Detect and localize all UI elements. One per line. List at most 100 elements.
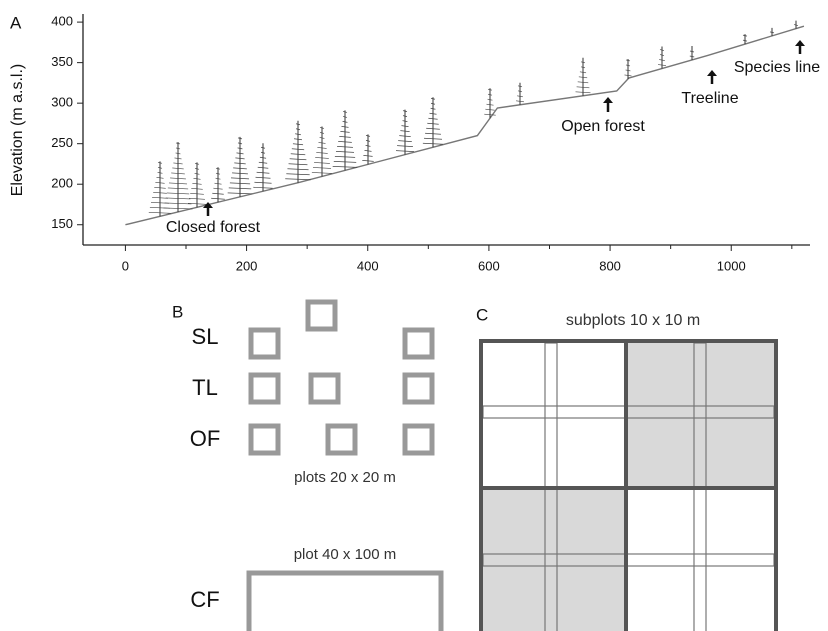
- tree-branch: [488, 94, 492, 95]
- tree-branch: [176, 143, 180, 144]
- tree-branch: [285, 179, 311, 180]
- tree-branch: [211, 198, 225, 199]
- tree-branch: [428, 118, 437, 119]
- tree-branch: [176, 148, 180, 149]
- tree-branch: [396, 151, 414, 152]
- panel-label: A: [10, 13, 22, 32]
- row-label: CF: [190, 587, 219, 612]
- tree-branch: [366, 140, 370, 141]
- tree-branch: [236, 153, 243, 154]
- x-tick-label: 0: [122, 258, 129, 273]
- annotation: Closed forest: [166, 219, 261, 236]
- tree-branch: [770, 32, 774, 33]
- tree-branch: [163, 208, 192, 209]
- tree-branch: [581, 67, 585, 68]
- y-tick-label: 150: [51, 216, 73, 231]
- tree-branch: [231, 178, 249, 179]
- tree-branch: [363, 155, 372, 156]
- tree-branch: [293, 144, 303, 145]
- tree-branch: [426, 128, 440, 129]
- tree-branch: [429, 113, 436, 114]
- tree-branch: [320, 132, 324, 133]
- row-label: TL: [192, 375, 218, 400]
- tree-branch: [743, 40, 747, 41]
- tree-branch: [213, 188, 222, 189]
- tree-branch: [580, 72, 586, 73]
- plot: [251, 426, 278, 453]
- y-tick-label: 400: [51, 14, 73, 29]
- x-tick-label: 800: [599, 258, 621, 273]
- tree-branch: [296, 124, 300, 125]
- x-tick-label: 1000: [717, 258, 746, 273]
- tree-branch: [193, 178, 200, 179]
- tree-branch: [366, 135, 370, 136]
- tree-branch: [518, 86, 522, 87]
- caption: plot 40 x 100 m: [294, 546, 397, 563]
- tree-branch: [195, 168, 199, 169]
- tree-branch: [291, 154, 306, 155]
- tree-branch: [398, 141, 412, 142]
- tree-branch: [168, 188, 188, 189]
- tree-branch: [315, 157, 329, 158]
- tree-branch: [166, 198, 191, 199]
- tree-branch: [234, 163, 245, 164]
- tree-branch: [260, 157, 266, 158]
- annotation: Treeline: [681, 90, 738, 107]
- big-plot: [249, 573, 441, 631]
- tree-branch: [425, 133, 441, 134]
- tree-branch: [403, 121, 408, 122]
- tree-branch: [294, 139, 302, 140]
- tree-branch: [516, 101, 524, 102]
- tree-branch: [172, 168, 183, 169]
- shaded-subplot: [626, 341, 776, 488]
- y-axis-title: Elevation (m a.s.l.): [9, 64, 26, 196]
- tree-branch: [158, 172, 163, 173]
- row-label: OF: [190, 426, 221, 451]
- tree-branch: [233, 168, 247, 169]
- arrow-head: [603, 97, 613, 103]
- tree-branch: [287, 169, 308, 170]
- tree-branch: [343, 111, 347, 112]
- tree-branch: [626, 65, 630, 66]
- tree-branch: [343, 121, 348, 122]
- arrow-head: [707, 70, 717, 76]
- tree-branch: [690, 51, 694, 52]
- tree-branch: [214, 183, 221, 184]
- terrain-line: [125, 26, 804, 225]
- tree-branch: [517, 96, 523, 97]
- tree-branch: [292, 149, 304, 150]
- tree-branch: [660, 55, 664, 56]
- y-tick-label: 200: [51, 176, 73, 191]
- tree-branch: [195, 173, 200, 174]
- tree-branch: [165, 203, 192, 204]
- tree-branch: [258, 167, 269, 168]
- tree-branch: [485, 109, 494, 110]
- tree-branch: [158, 162, 162, 163]
- tree-branch: [253, 187, 272, 188]
- tree-branch: [401, 126, 408, 127]
- tree-branch: [403, 111, 407, 112]
- plot: [251, 330, 278, 357]
- caption: plots 20 x 20 m: [294, 469, 396, 486]
- tree-branch: [690, 56, 694, 57]
- tree-branch: [296, 129, 300, 130]
- tree-branch: [235, 158, 244, 159]
- tree-branch: [171, 173, 185, 174]
- shaded-subplot: [481, 488, 626, 631]
- tree-branch: [579, 77, 587, 78]
- tree-branch: [256, 177, 271, 178]
- tree-branch: [581, 62, 585, 63]
- y-tick-label: 300: [51, 95, 73, 110]
- tree-branch: [167, 193, 189, 194]
- tree-branch: [397, 146, 413, 147]
- tree-branch: [190, 193, 204, 194]
- tree-branch: [318, 142, 325, 143]
- panel-label: C: [476, 305, 488, 324]
- tree-branch: [154, 187, 165, 188]
- tree-branch: [334, 161, 356, 162]
- tree-branch: [400, 131, 409, 132]
- tree-branch: [626, 60, 630, 61]
- tree-branch: [624, 75, 631, 76]
- tree-branch: [216, 173, 220, 174]
- tree-branch: [488, 89, 492, 90]
